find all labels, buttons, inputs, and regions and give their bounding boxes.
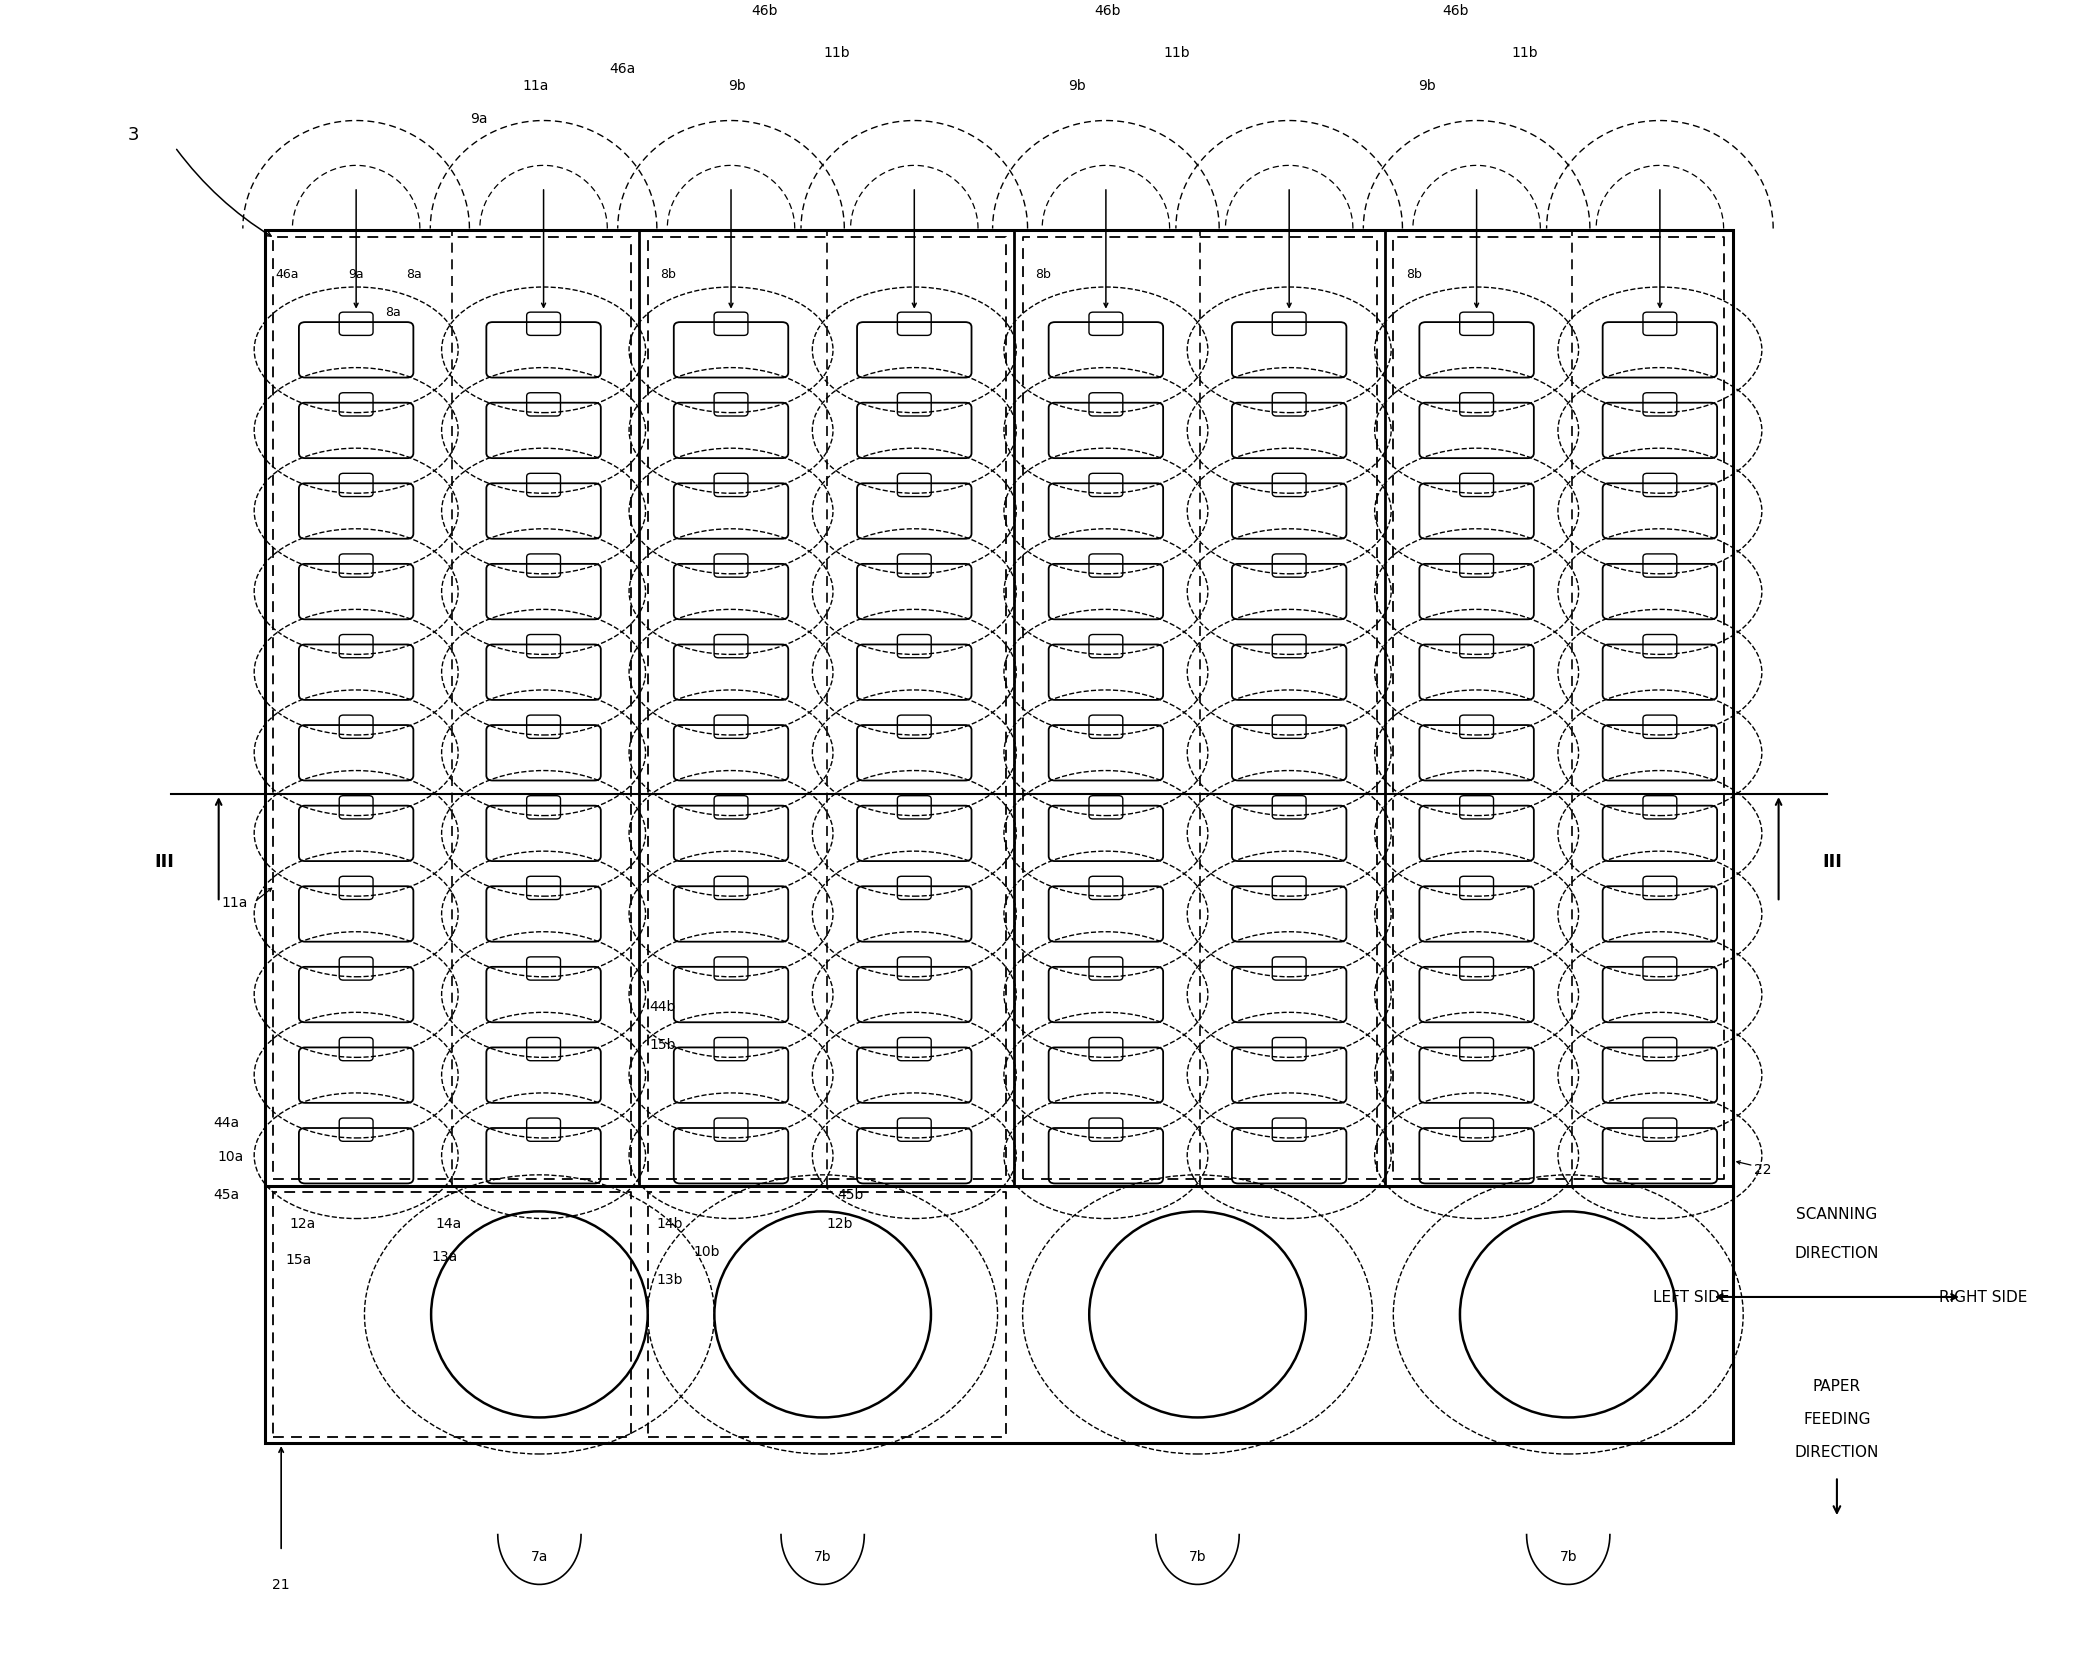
Text: 12a: 12a	[289, 1216, 316, 1230]
Text: 44a: 44a	[213, 1116, 240, 1131]
Text: 7a: 7a	[531, 1549, 548, 1564]
Text: DIRECTION: DIRECTION	[1794, 1245, 1880, 1260]
Text: LEFT SIDE: LEFT SIDE	[1652, 1290, 1729, 1305]
Text: 44b: 44b	[650, 1000, 675, 1013]
Text: 13a: 13a	[431, 1248, 458, 1263]
Text: FEEDING: FEEDING	[1802, 1411, 1871, 1426]
Text: 7b: 7b	[1188, 1549, 1207, 1564]
Text: PAPER: PAPER	[1813, 1378, 1861, 1393]
Text: 11a: 11a	[523, 79, 548, 92]
Text: 9b: 9b	[728, 79, 746, 92]
Text: 46a: 46a	[611, 62, 636, 76]
Text: 3: 3	[128, 126, 138, 144]
Text: 10b: 10b	[694, 1245, 719, 1258]
Text: 13b: 13b	[657, 1272, 682, 1287]
Text: III: III	[155, 852, 174, 870]
Text: 8a: 8a	[385, 306, 401, 319]
Text: 9a: 9a	[347, 267, 364, 281]
Text: 15a: 15a	[284, 1252, 312, 1267]
Text: 46b: 46b	[751, 3, 778, 18]
Text: 7b: 7b	[1560, 1549, 1577, 1564]
Text: 11b: 11b	[1512, 45, 1537, 60]
Text: 9b: 9b	[1418, 79, 1437, 92]
Text: III: III	[1823, 852, 1842, 870]
Text: 8a: 8a	[406, 267, 422, 281]
Text: 46b: 46b	[1443, 3, 1470, 18]
Text: 15b: 15b	[650, 1038, 675, 1052]
Text: 45b: 45b	[836, 1188, 864, 1201]
Text: 8b: 8b	[661, 267, 675, 281]
Text: 21: 21	[272, 1578, 291, 1591]
Text: 46b: 46b	[1096, 3, 1121, 18]
Text: 12b: 12b	[826, 1216, 853, 1230]
Text: 46a: 46a	[274, 267, 299, 281]
Text: DIRECTION: DIRECTION	[1794, 1445, 1880, 1460]
Text: SCANNING: SCANNING	[1796, 1206, 1878, 1221]
Text: 14a: 14a	[435, 1216, 462, 1230]
Bar	[263, 232, 1733, 1443]
Text: 9b: 9b	[1069, 79, 1085, 92]
Text: 11a: 11a	[222, 895, 249, 909]
Text: 10a: 10a	[217, 1149, 245, 1163]
Text: 9a: 9a	[470, 113, 487, 126]
Text: 14b: 14b	[657, 1216, 682, 1230]
Text: 7b: 7b	[813, 1549, 832, 1564]
Text: 8b: 8b	[1405, 267, 1422, 281]
Text: 45a: 45a	[213, 1188, 240, 1201]
Text: 11b: 11b	[824, 45, 851, 60]
Text: 22: 22	[1754, 1163, 1771, 1176]
Text: RIGHT SIDE: RIGHT SIDE	[1938, 1290, 2026, 1305]
Text: 8b: 8b	[1035, 267, 1052, 281]
Text: 11b: 11b	[1163, 45, 1190, 60]
